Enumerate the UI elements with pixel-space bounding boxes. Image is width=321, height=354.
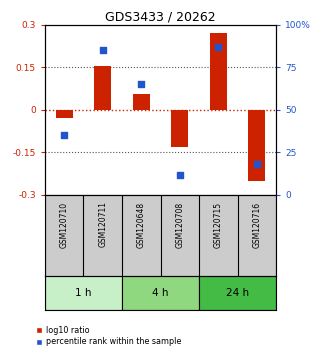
Text: GSM120715: GSM120715 [214,201,223,247]
Bar [122,276,199,310]
Point [177,172,182,177]
Text: GSM120648: GSM120648 [137,201,146,247]
Text: GSM120708: GSM120708 [175,201,184,247]
Bar [199,276,276,310]
Bar [210,33,227,110]
Point [139,81,144,87]
Point [254,161,259,167]
Text: GSM120710: GSM120710 [60,201,69,247]
Point [62,132,67,138]
Bar [94,66,111,110]
Text: 4 h: 4 h [152,288,169,298]
Title: GDS3433 / 20262: GDS3433 / 20262 [105,11,216,24]
Bar [133,94,150,110]
Point [216,44,221,50]
Text: 24 h: 24 h [226,288,249,298]
Text: 1 h: 1 h [75,288,92,298]
Bar [171,110,188,147]
Bar [56,110,73,118]
Text: GSM120716: GSM120716 [252,201,261,247]
Text: GSM120711: GSM120711 [98,201,107,247]
Point [100,47,105,53]
Bar [45,276,122,310]
Bar [248,110,265,181]
Legend: log10 ratio, percentile rank within the sample: log10 ratio, percentile rank within the … [36,326,181,347]
